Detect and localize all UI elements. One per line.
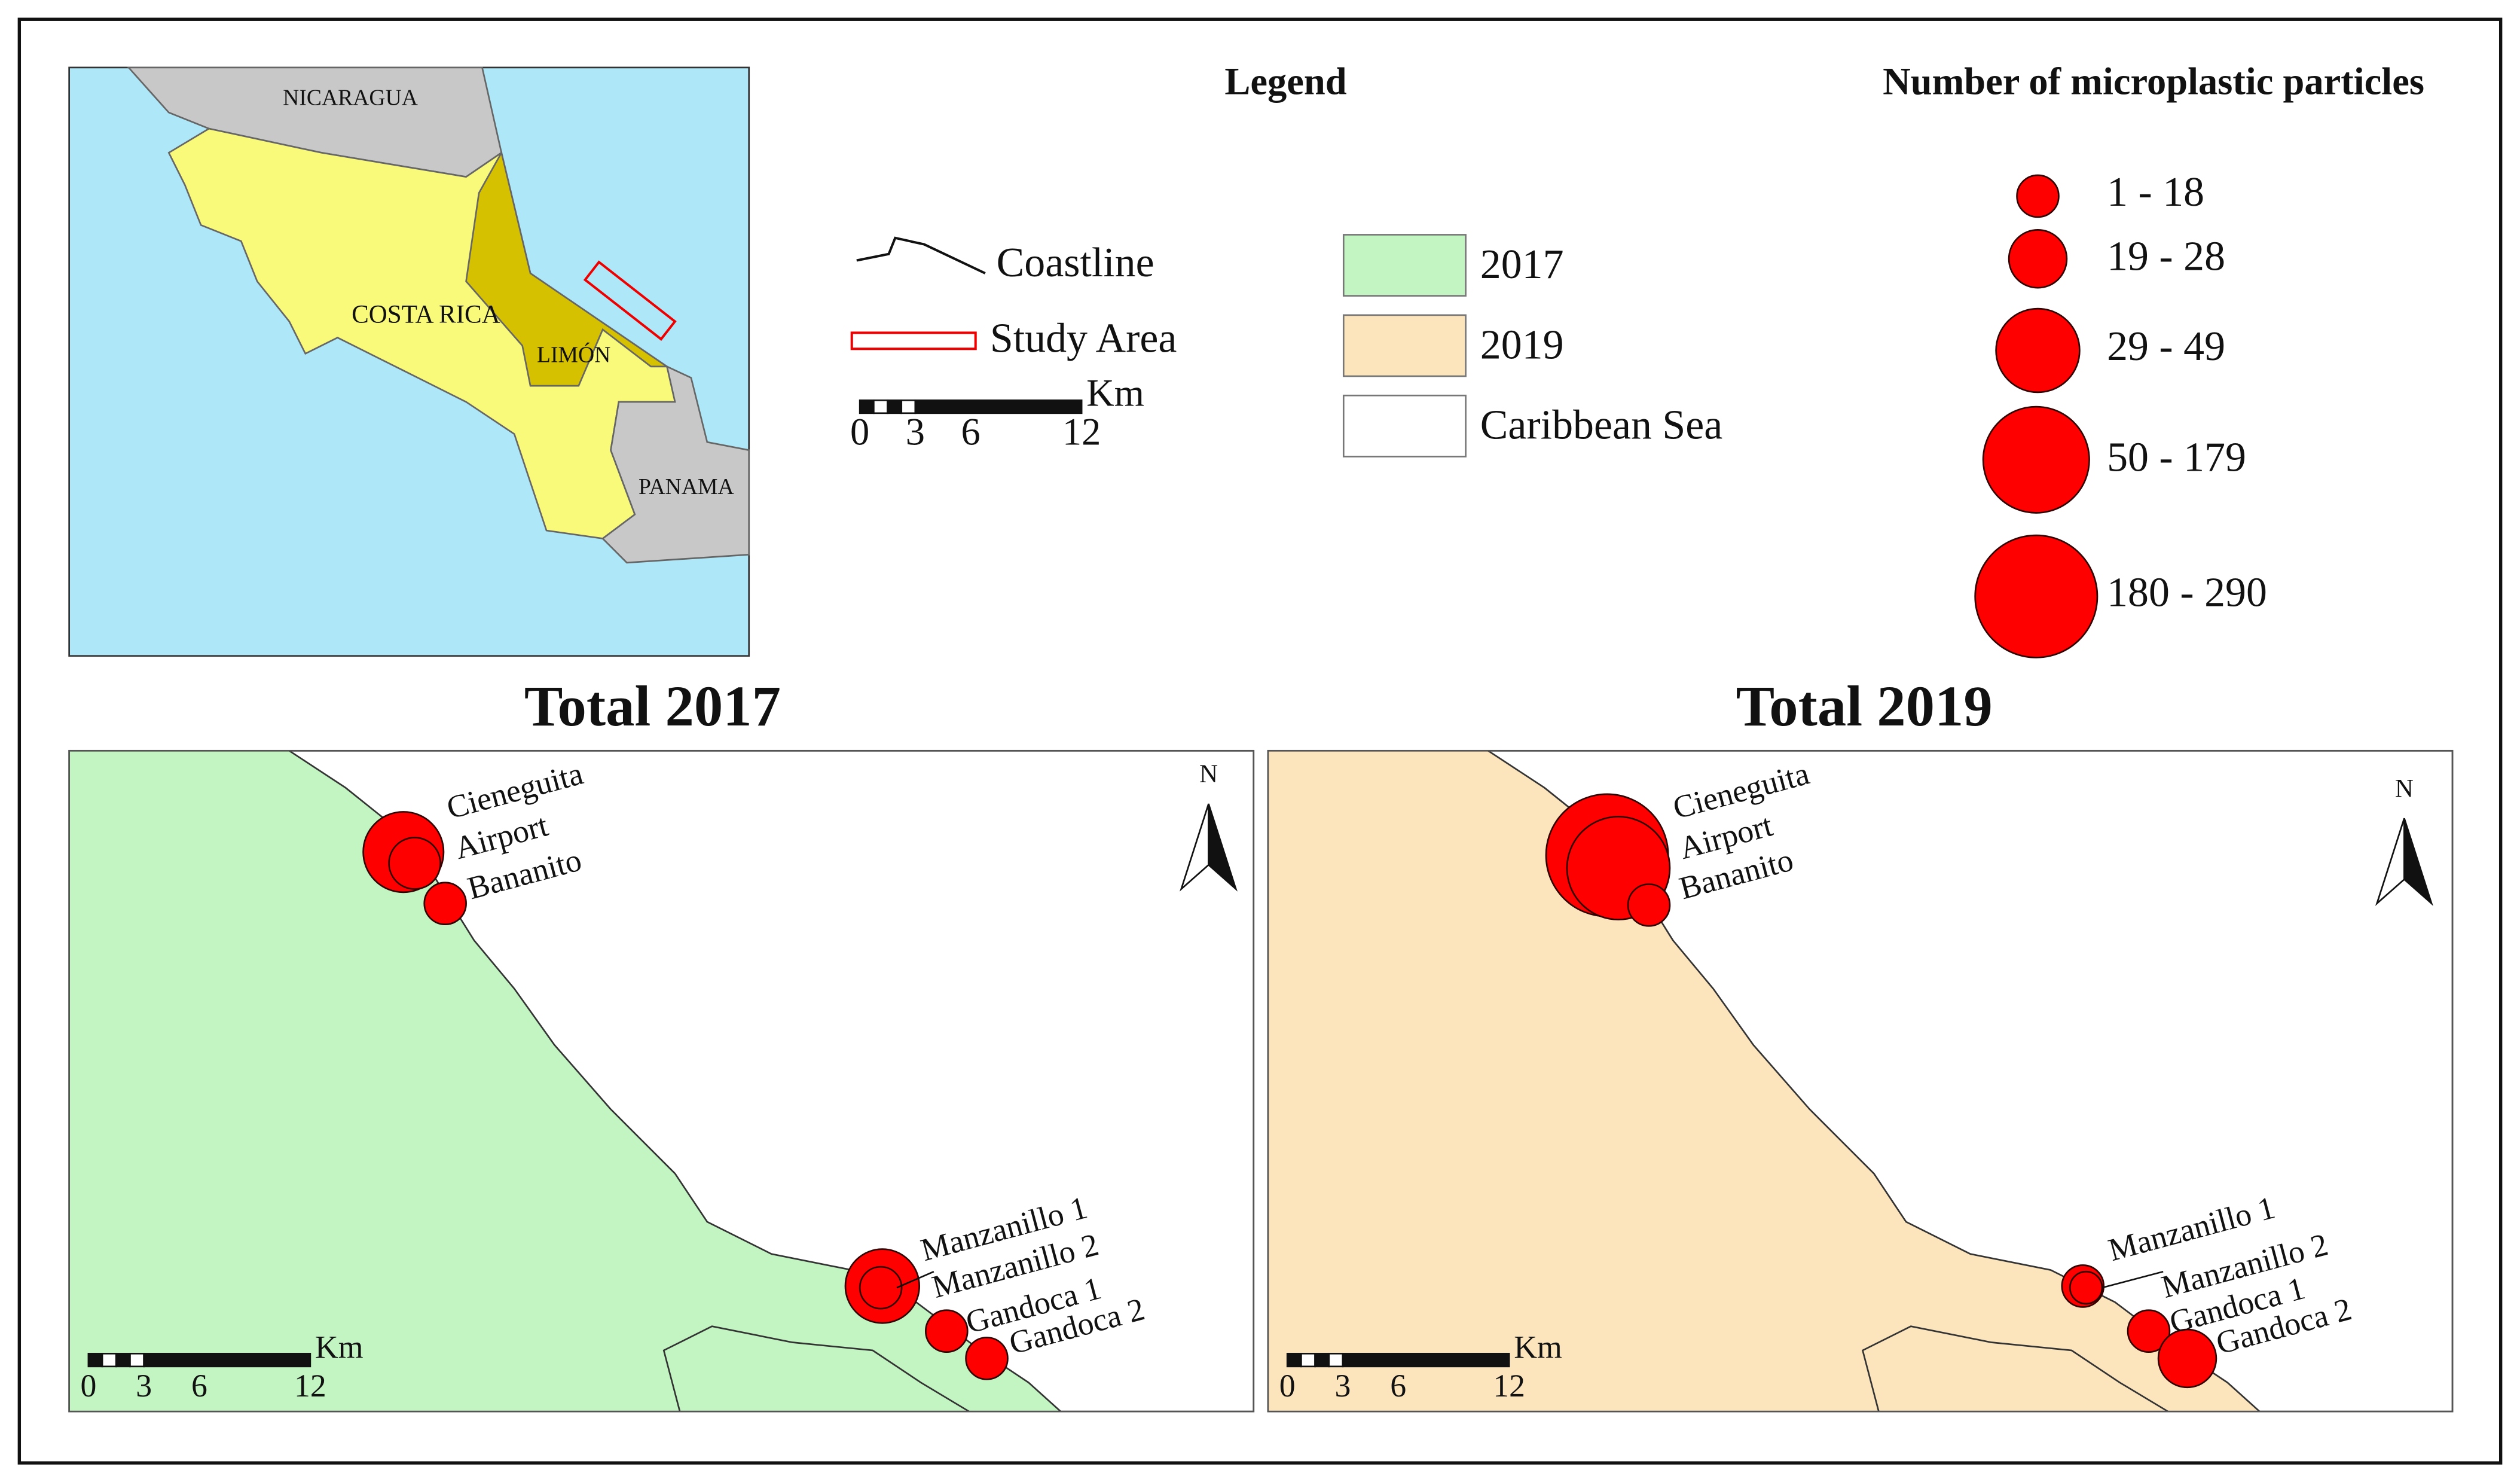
scale-label: 6 xyxy=(1390,1368,1406,1404)
site-marker xyxy=(423,882,467,925)
panel-border xyxy=(68,749,1255,1413)
swatch-2019 xyxy=(1342,314,1467,377)
leader-line xyxy=(2101,1270,2164,1289)
land xyxy=(1267,751,2260,1412)
site-marker xyxy=(2127,1309,2171,1353)
swatch-2017 xyxy=(1342,234,1467,297)
leader-line xyxy=(896,1271,934,1289)
scale-segment xyxy=(914,399,1083,414)
coastline-symbol xyxy=(856,236,986,275)
north-label: N xyxy=(1199,760,1218,788)
site-marker xyxy=(2157,1328,2217,1389)
country-label: NICARAGUA xyxy=(283,85,418,110)
panel-border xyxy=(1267,749,2454,1413)
land xyxy=(69,751,1061,1412)
scale-label: 3 xyxy=(136,1368,152,1404)
size-class-label: 50 - 179 xyxy=(2107,434,2246,480)
scale-label: 0 xyxy=(80,1368,96,1404)
size-symbol xyxy=(2008,229,2068,289)
scale-label: 0 xyxy=(850,410,869,453)
scale-segment xyxy=(1300,1352,1316,1368)
north-label: N xyxy=(2395,774,2414,803)
legend-item: Study Area xyxy=(990,316,1177,362)
size-class-label: 1 - 18 xyxy=(2107,169,2204,215)
scale-label: 12 xyxy=(1062,410,1101,453)
scale-segment xyxy=(101,1352,117,1368)
scale-segment xyxy=(1328,1352,1344,1368)
scale-segment xyxy=(143,1352,311,1368)
legend-item: 2017 xyxy=(1480,242,1564,288)
size-legend-symbols xyxy=(1974,174,2099,658)
size-legend-title: Number of microplastic particles xyxy=(1883,60,2424,102)
site-marker xyxy=(1627,883,1671,927)
country-label: PANAMA xyxy=(639,474,734,499)
country-label: LIMÓN xyxy=(537,342,610,367)
size-symbol xyxy=(1974,534,2099,658)
north-arrow-right xyxy=(2403,818,2433,906)
panama xyxy=(601,365,750,564)
scale-segment xyxy=(115,1352,131,1368)
site-marker xyxy=(925,1309,969,1353)
size-class-label: 180 - 290 xyxy=(2107,569,2267,615)
size-symbol xyxy=(1995,307,2081,394)
limon xyxy=(465,150,670,387)
scale-segment xyxy=(129,1352,145,1368)
size-class-label: 29 - 49 xyxy=(2107,324,2225,370)
scale-label: 12 xyxy=(294,1368,326,1404)
scale-unit: Km xyxy=(315,1329,364,1365)
scale-segment xyxy=(1286,1352,1302,1368)
legend-item: 2019 xyxy=(1480,322,1564,368)
north-arrow-right xyxy=(1208,803,1238,892)
size-symbol xyxy=(2016,174,2060,218)
legend-item: Caribbean Sea xyxy=(1480,402,1723,449)
scale-segment xyxy=(1314,1352,1330,1368)
legend-title: Legend xyxy=(1224,60,1346,102)
scale-unit: Km xyxy=(1514,1329,1562,1365)
inset-map xyxy=(68,66,750,657)
island xyxy=(662,1325,970,1413)
scale-segment xyxy=(1342,1352,1510,1368)
scale-label: 3 xyxy=(1334,1368,1351,1404)
scale-segment xyxy=(87,1352,103,1368)
size-class-label: 19 - 28 xyxy=(2107,233,2225,279)
swatch-sea xyxy=(1342,394,1467,458)
study-area-symbol xyxy=(850,331,977,350)
scale-segment xyxy=(873,399,888,414)
size-symbol xyxy=(1982,405,2090,514)
scale-label: 6 xyxy=(961,410,980,453)
site-marker xyxy=(859,1265,903,1310)
scale-label: 3 xyxy=(906,410,925,453)
scale-label: 6 xyxy=(191,1368,207,1404)
site-marker xyxy=(388,837,441,890)
site-marker xyxy=(2069,1270,2103,1305)
scale-label: 12 xyxy=(1493,1368,1525,1404)
scale-label: 0 xyxy=(1279,1368,1296,1404)
country-label: COSTA RICA xyxy=(352,300,500,328)
scale-unit: Km xyxy=(1086,372,1144,414)
site-marker xyxy=(965,1337,1009,1380)
panel-title: Total 2017 xyxy=(524,674,781,738)
panel-title: Total 2019 xyxy=(1736,674,1993,738)
island xyxy=(1861,1325,2168,1413)
scale-segment xyxy=(887,399,903,414)
legend-item: Coastline xyxy=(997,240,1154,286)
study-area-box xyxy=(583,260,677,341)
